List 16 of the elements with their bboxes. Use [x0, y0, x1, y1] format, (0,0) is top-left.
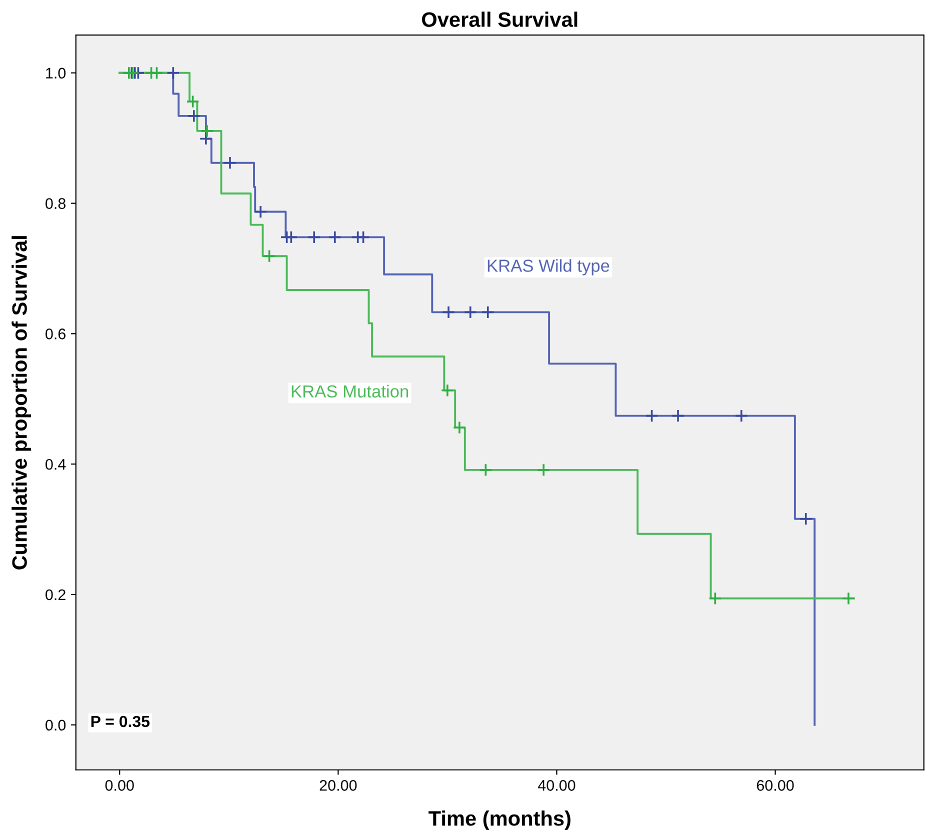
text: KRAS Wild type: [488, 259, 610, 276]
annotation: P = 0.35: [91, 716, 150, 728]
chart-title: Overall Survival: [422, 12, 578, 27]
y-tick-label: 0.6: [46, 328, 66, 340]
y-tick-label: 0.8: [46, 198, 66, 209]
y-tick-label: 0.4: [46, 458, 66, 470]
x-tick-label: 40.00: [538, 780, 576, 791]
y-tick-label: 0.2: [46, 589, 66, 600]
x-axis-title: Time (months): [428, 810, 570, 830]
x-tick-label: 0.00: [105, 780, 134, 791]
y-tick-label: 0.0: [46, 720, 66, 731]
y-axis-title: Cumulative proportion of Survival: [12, 236, 32, 570]
y-tick-label: 1.0: [46, 68, 66, 79]
x-tick-label: 20.00: [320, 780, 357, 791]
series-label: KRAS Mutation: [292, 384, 408, 398]
x-tick-label: 60.00: [756, 780, 794, 791]
